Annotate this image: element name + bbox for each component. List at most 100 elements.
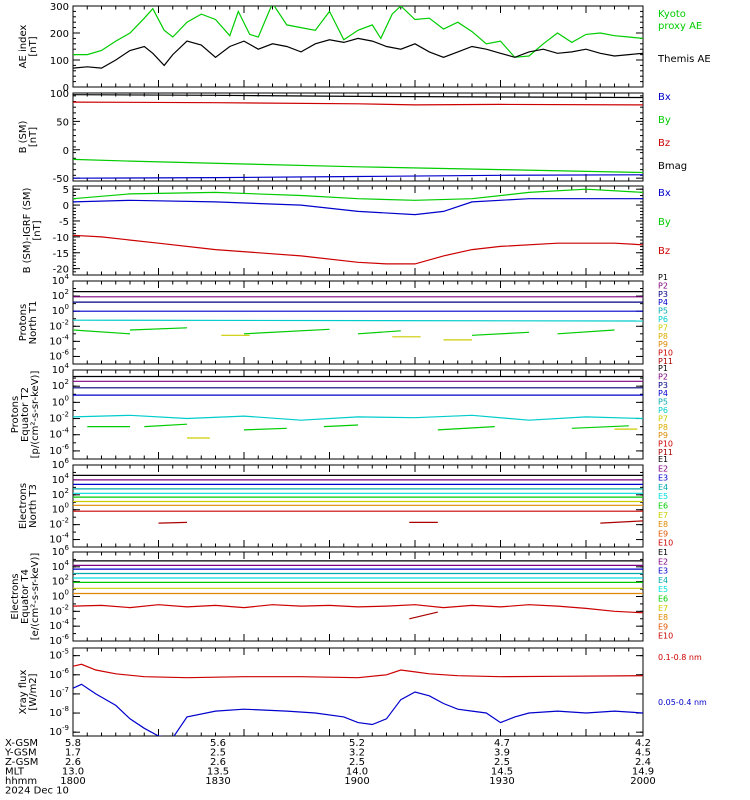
y-tick-label: 102 — [52, 487, 69, 501]
y-axis-title: B (SM)-IGRF (SM) — [22, 188, 33, 274]
legend-label: 0.05-0.4 nm — [658, 698, 707, 707]
footer-value: 2.5 — [210, 748, 226, 759]
footer-row-label: MLT — [5, 767, 25, 778]
legend-label: E1 — [658, 548, 668, 557]
legend-label: P2 — [658, 372, 668, 381]
footer-row-label: X-GSM — [5, 738, 38, 749]
series-line-p6 — [243, 427, 287, 431]
series-line-by — [73, 158, 643, 174]
legend-label: P5 — [658, 307, 668, 316]
series-line-p6 — [73, 329, 131, 335]
y-tick-label: 10-9 — [49, 724, 69, 738]
legend-label: P1 — [658, 364, 668, 373]
legend-label: Bz — [658, 138, 670, 149]
y-tick-label: 10-6 — [49, 443, 69, 457]
legend-label: P7 — [658, 414, 668, 423]
series-line-p5 — [73, 414, 643, 421]
y-tick-label: 10-5 — [49, 648, 69, 662]
y-tick-label: 10-6 — [49, 633, 69, 647]
legend-label: P6 — [658, 406, 668, 415]
series-line-themis-ae — [73, 37, 643, 69]
y-tick-label: 10-8 — [49, 705, 69, 719]
legend-label: P7 — [658, 323, 668, 332]
y-axis-title: North T3 — [28, 484, 39, 528]
y-axis-title: [W/m2] — [28, 673, 39, 710]
legend-label: E4 — [658, 483, 668, 492]
series-line-e10 — [600, 520, 643, 524]
y-tick-label: 10-6 — [49, 667, 69, 681]
plot-frame — [72, 464, 644, 548]
y-axis-title: Equator T2 — [20, 387, 31, 442]
y-axis-title: [nT] — [28, 127, 39, 147]
y-tick-label: 200 — [50, 29, 69, 40]
footer-value: 1900 — [344, 776, 369, 787]
series-line-bz — [73, 234, 643, 265]
y-axis-title: Electrons — [10, 573, 21, 619]
footer-value: 4.5 — [635, 748, 651, 759]
y-tick-label: -10 — [53, 233, 69, 244]
y-tick-label: 10-2 — [49, 603, 69, 617]
legend-label: E3 — [658, 567, 668, 576]
legend-label: E10 — [658, 539, 673, 548]
footer-value: 1830 — [205, 776, 230, 787]
footer-value: 1.7 — [65, 748, 81, 759]
series-line-p5 — [73, 319, 643, 322]
footer-value: 14.0 — [346, 767, 368, 778]
y-tick-label: 100 — [52, 394, 69, 408]
y-axis-title: AE index — [18, 25, 29, 69]
footer-value: 5.8 — [65, 738, 81, 749]
legend-label: P5 — [658, 398, 668, 407]
legend-label: P9 — [658, 340, 668, 349]
legend-label: Kyoto — [658, 9, 686, 20]
y-tick-label: -15 — [53, 249, 69, 260]
y-tick-label: 102 — [52, 378, 69, 392]
legend-label: E8 — [658, 613, 668, 622]
legend-label: Bz — [658, 246, 670, 257]
plot-frame — [72, 5, 644, 88]
footer-value: 13.5 — [207, 767, 229, 778]
y-tick-label: 10-2 — [49, 411, 69, 425]
legend-label: 0.1-0.8 nm — [658, 653, 702, 662]
footer-value: 5.2 — [349, 738, 365, 749]
legend-label: E4 — [658, 576, 668, 585]
y-tick-label: -50 — [53, 174, 69, 185]
footer-value: 1930 — [489, 776, 514, 787]
legend-label: Bmag — [658, 161, 687, 172]
y-tick-label: 100 — [52, 303, 69, 317]
y-tick-label: 104 — [52, 273, 70, 287]
footer-value: 14.5 — [491, 767, 513, 778]
series-line-p6 — [144, 423, 188, 428]
footer-value: 1800 — [60, 776, 85, 787]
y-tick-label: 5 — [63, 185, 69, 196]
plot-frame — [72, 185, 644, 276]
legend-label: E6 — [658, 502, 668, 511]
series-line-e9 — [73, 604, 643, 614]
y-tick-label: 104 — [52, 559, 70, 573]
footer-value: 13.0 — [62, 767, 84, 778]
ephemeris-footer: X-GSM 5.8 5.6 5.2 4.7 4.2Y-GSM 1.7 2.5 3.2 3.9 4.5… — [4, 738, 656, 797]
legend-label: Themis AE — [657, 54, 711, 65]
series-line-p6 — [437, 426, 495, 431]
series-line-p6 — [323, 424, 359, 428]
y-axis-title: North T1 — [28, 301, 39, 345]
series-line-p6 — [571, 425, 629, 429]
y-axis-title: Xray flux — [18, 670, 29, 715]
y-tick-label: 50 — [56, 117, 69, 128]
legend-label: Bx — [658, 92, 671, 103]
y-tick-label: 106 — [52, 457, 70, 471]
y-axis-title: [nT] — [32, 220, 43, 240]
legend-label: E2 — [658, 464, 668, 473]
legend-label: P11 — [658, 357, 673, 366]
legend-label: E1 — [658, 455, 668, 464]
y-tick-label: 100 — [52, 589, 69, 603]
panel-bdiff: 5 0 -5 -10 -15 -20 B (SM)-IGRF (SM) [nT] Bx By Bz — [22, 185, 671, 275]
footer-row-label: Z-GSM — [5, 757, 38, 768]
y-tick-label: -5 — [59, 217, 69, 228]
series-line-p6 — [243, 328, 330, 335]
y-axis-title: [nT] — [28, 36, 39, 56]
legend-label: P1 — [658, 273, 668, 282]
y-tick-label: 102 — [52, 288, 69, 302]
series-line-p6 — [471, 331, 530, 336]
footer-row-label: Y-GSM — [4, 748, 37, 759]
y-axis-title: B (SM) — [18, 120, 29, 153]
